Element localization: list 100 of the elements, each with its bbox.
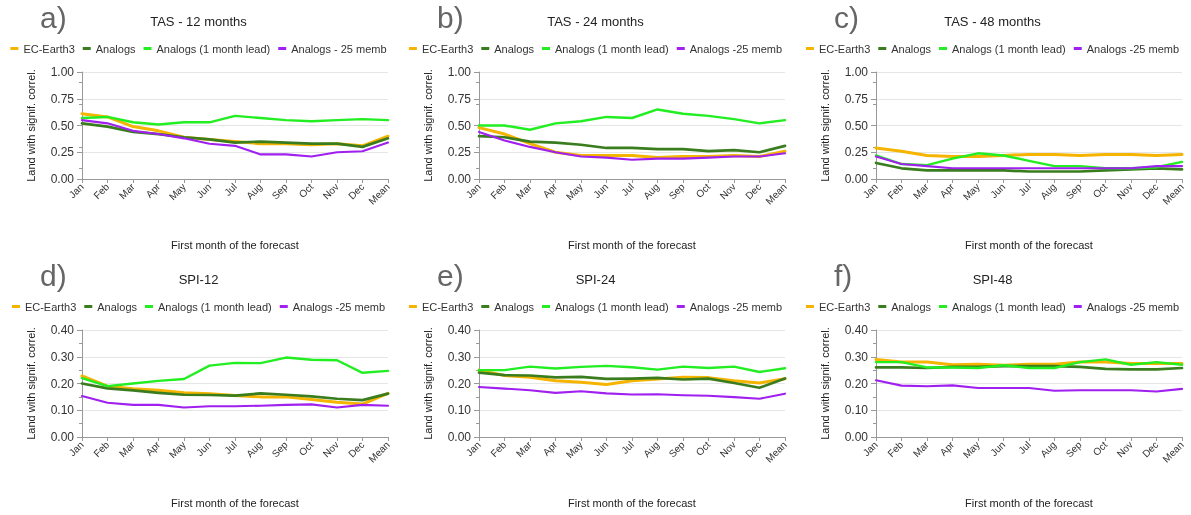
x-tick-label: Mar xyxy=(513,180,535,202)
chart-title: SPI-24 xyxy=(575,272,616,287)
legend-label: EC-Earth3 xyxy=(421,42,474,55)
y-tick-label: 0.40 xyxy=(447,323,472,337)
y-tick-label: 0.30 xyxy=(50,349,75,364)
y-tick-label: 0.25 xyxy=(447,145,472,160)
y-tick-label: 0.25 xyxy=(844,145,869,160)
x-tick-label: Feb xyxy=(885,438,906,460)
x-tick-label: Dec xyxy=(743,181,764,202)
x-tick-label: May xyxy=(960,439,982,461)
text: c) xyxy=(834,0,859,34)
x-axis-title: First month of the forecast xyxy=(568,496,696,509)
y-tick-label: 0.00 xyxy=(447,430,472,444)
x-tick-label: May xyxy=(166,181,188,203)
x-tick-label: Feb xyxy=(885,180,906,202)
x-tick-label: May xyxy=(960,181,982,203)
x-tick-label: Mar xyxy=(513,438,535,460)
x-tick-label: Sep xyxy=(666,438,688,460)
y-tick-label: 1.00 xyxy=(844,65,869,79)
legend-label: Analogs (1 month lead) xyxy=(158,300,272,313)
x-tick-label: Jun xyxy=(591,181,611,201)
y-tick-label: 0.40 xyxy=(50,323,75,337)
x-tick-label: Dec xyxy=(743,439,764,460)
x-tick-label: Jun xyxy=(988,439,1008,459)
x-tick-label: Apr xyxy=(937,180,957,200)
x-tick-label: May xyxy=(563,439,585,461)
text: a) xyxy=(40,0,67,34)
legend-label: EC-Earth3 xyxy=(24,300,77,313)
x-tick-label: Jul xyxy=(222,439,239,456)
chart-title: TAS - 48 months xyxy=(944,14,1042,29)
y-axis-title: Land with signif. correl. xyxy=(421,327,434,440)
x-tick-label: Aug xyxy=(1038,181,1059,202)
y-axis-title: Land with signif. correl. xyxy=(818,327,831,440)
x-tick-label: Dec xyxy=(346,439,367,460)
legend-label: Analogs xyxy=(494,300,535,313)
x-tick-label: Sep xyxy=(269,438,291,460)
y-tick-label: 0.00 xyxy=(844,172,869,186)
chart-title: TAS - 12 months xyxy=(150,14,248,29)
legend-label: EC-Earth3 xyxy=(818,300,871,313)
legend-label: Analogs (1 month lead) xyxy=(952,300,1066,313)
chart-title: SPI-48 xyxy=(972,272,1013,287)
y-tick-label: 0.00 xyxy=(50,430,75,444)
x-tick-label: Sep xyxy=(269,180,291,202)
legend-label: Analogs -25 memb xyxy=(1086,300,1180,313)
y-tick-label: 0.75 xyxy=(844,91,869,106)
y-tick-label: 0.30 xyxy=(447,349,472,364)
y-axis-title: Land with signif. correl. xyxy=(421,69,434,182)
y-tick-label: 0.00 xyxy=(844,430,869,444)
x-tick-label: May xyxy=(166,439,188,461)
legend-label: Analogs -25 memb xyxy=(689,42,783,55)
y-tick-label: 0.10 xyxy=(844,403,869,418)
y-tick-label: 0.00 xyxy=(50,172,75,186)
x-tick-label: Jul xyxy=(1016,439,1033,456)
y-tick-label: 0.30 xyxy=(844,349,869,364)
x-tick-label: Jun xyxy=(194,181,214,201)
legend-label: Analogs -25 memb xyxy=(689,300,783,313)
legend-label: EC-Earth3 xyxy=(421,300,474,313)
y-tick-label: 0.10 xyxy=(447,403,472,418)
y-tick-label: 0.25 xyxy=(50,145,75,160)
legend-label: Analogs (1 month lead) xyxy=(952,42,1066,55)
x-tick-label: Feb xyxy=(488,438,509,460)
x-tick-label: Oct xyxy=(296,438,316,458)
legend-label: Analogs (1 month lead) xyxy=(156,42,271,55)
x-tick-label: Oct xyxy=(296,180,316,200)
y-tick-label: 1.00 xyxy=(447,65,472,79)
legend-label: Analogs xyxy=(97,300,138,313)
x-tick-label: Aug xyxy=(641,181,662,202)
chart-title: SPI-12 xyxy=(178,272,219,287)
x-axis-title: First month of the forecast xyxy=(965,238,1093,251)
x-tick-label: Feb xyxy=(488,180,509,202)
x-tick-label: Jun xyxy=(988,181,1008,201)
x-tick-label: Dec xyxy=(1140,181,1161,202)
x-tick-label: Nov xyxy=(320,439,341,460)
legend-label: Analogs xyxy=(891,300,932,313)
legend-label: Analogs -25 memb xyxy=(292,300,386,313)
x-tick-label: Aug xyxy=(244,439,265,460)
text: e) xyxy=(437,258,464,292)
text: d) xyxy=(40,258,67,292)
text: f) xyxy=(834,258,853,292)
legend-label: EC-Earth3 xyxy=(23,42,75,55)
x-tick-label: Sep xyxy=(1063,438,1085,460)
y-tick-label: 0.50 xyxy=(50,118,75,133)
x-tick-label: Oct xyxy=(1090,438,1110,458)
y-tick-label: 0.50 xyxy=(844,118,869,133)
y-tick-label: 0.75 xyxy=(447,91,472,106)
x-tick-label: Mar xyxy=(910,180,932,202)
y-tick-label: 0.20 xyxy=(447,376,472,391)
x-tick-label: Dec xyxy=(346,181,367,202)
x-tick-label: Mar xyxy=(116,180,138,202)
x-tick-label: Nov xyxy=(320,181,341,202)
legend-label: Analogs (1 month lead) xyxy=(555,300,669,313)
x-tick-label: Aug xyxy=(641,439,662,460)
y-tick-label: 1.00 xyxy=(50,65,75,79)
x-tick-label: Apr xyxy=(937,438,957,458)
x-tick-label: Jun xyxy=(591,439,611,459)
x-tick-label: Apr xyxy=(143,438,163,458)
x-tick-label: Jul xyxy=(619,181,636,198)
y-axis-title: Land with signif. correl. xyxy=(24,69,37,182)
x-tick-label: Sep xyxy=(666,180,688,202)
x-tick-label: Apr xyxy=(143,180,163,200)
